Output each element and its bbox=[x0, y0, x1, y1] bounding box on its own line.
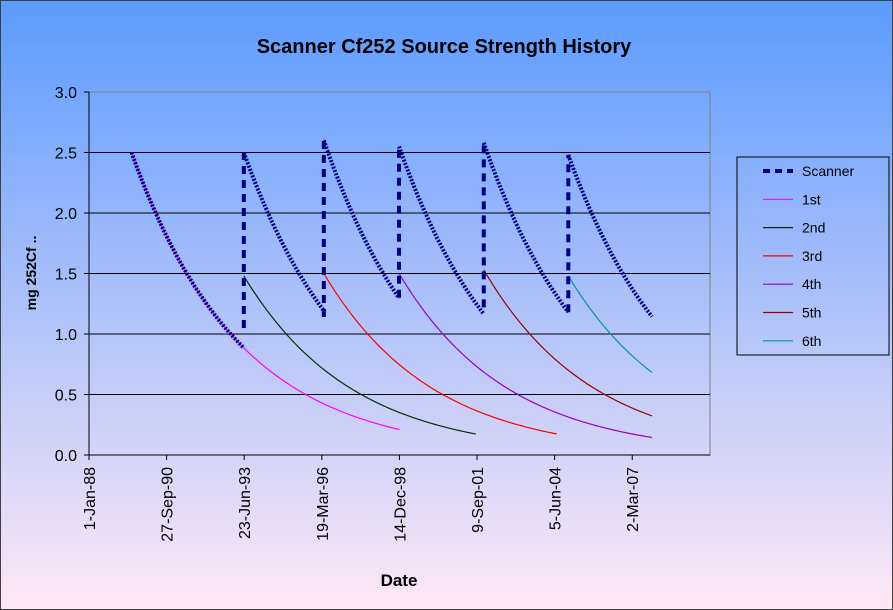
y-tick-label: 2.0 bbox=[55, 206, 77, 223]
x-tick-label: 2-Mar-07 bbox=[625, 467, 642, 532]
scanner-segment bbox=[129, 151, 246, 350]
legend-label: 4th bbox=[802, 276, 821, 292]
legend-label: 5th bbox=[802, 305, 821, 321]
y-tick-label: 0.5 bbox=[55, 388, 77, 405]
chart-title: Scanner Cf252 Source Strength History bbox=[257, 36, 632, 58]
x-tick-label: 14-Dec-98 bbox=[392, 467, 409, 542]
series-line-3rd bbox=[323, 273, 557, 435]
y-tick-label: 1.5 bbox=[55, 267, 77, 284]
x-tick-label: 27-Sep-90 bbox=[160, 467, 177, 542]
plot-area: 0.0 0.5 1.0 1.5 2.0 2.5 3.0 1-Jan-88 27-Sep-90 23… bbox=[55, 85, 711, 542]
series-line-2nd bbox=[243, 275, 476, 435]
x-axis-title: Date bbox=[381, 571, 418, 590]
scanner-segment bbox=[397, 145, 486, 316]
x-tick-label: 1-Jan-88 bbox=[82, 467, 99, 530]
x-tick-label: 5-Jun-04 bbox=[548, 467, 565, 530]
legend-label: 6th bbox=[802, 333, 821, 349]
scanner-segment bbox=[241, 151, 326, 312]
legend: Scanner 1st 2nd 3rd 4th 5th 6th bbox=[736, 156, 890, 356]
legend-label: 2nd bbox=[802, 220, 825, 236]
y-tick-label: 3.0 bbox=[55, 85, 77, 102]
x-tick-label: 23-Jun-93 bbox=[237, 467, 254, 539]
x-tick-label: 19-Mar-96 bbox=[315, 467, 332, 541]
legend-label: 1st bbox=[802, 191, 821, 207]
series-line-6th bbox=[567, 275, 653, 373]
legend-box bbox=[736, 156, 890, 356]
series-line-5th bbox=[483, 269, 653, 417]
y-tick-label: 0.0 bbox=[55, 448, 77, 465]
y-tick-label: 1.0 bbox=[55, 327, 77, 344]
y-axis-title: mg 252Cf .. bbox=[23, 236, 39, 311]
series-line-1st bbox=[130, 152, 400, 431]
scanner-segment bbox=[481, 142, 570, 314]
y-tick-label: 2.5 bbox=[55, 146, 77, 163]
series-line-4th bbox=[398, 273, 653, 439]
scanner-segment bbox=[566, 154, 654, 318]
legend-label: 3rd bbox=[802, 248, 822, 264]
legend-label: Scanner bbox=[802, 163, 854, 179]
x-tick-label: 9-Sep-01 bbox=[470, 467, 487, 533]
scanner-segment bbox=[321, 139, 401, 300]
